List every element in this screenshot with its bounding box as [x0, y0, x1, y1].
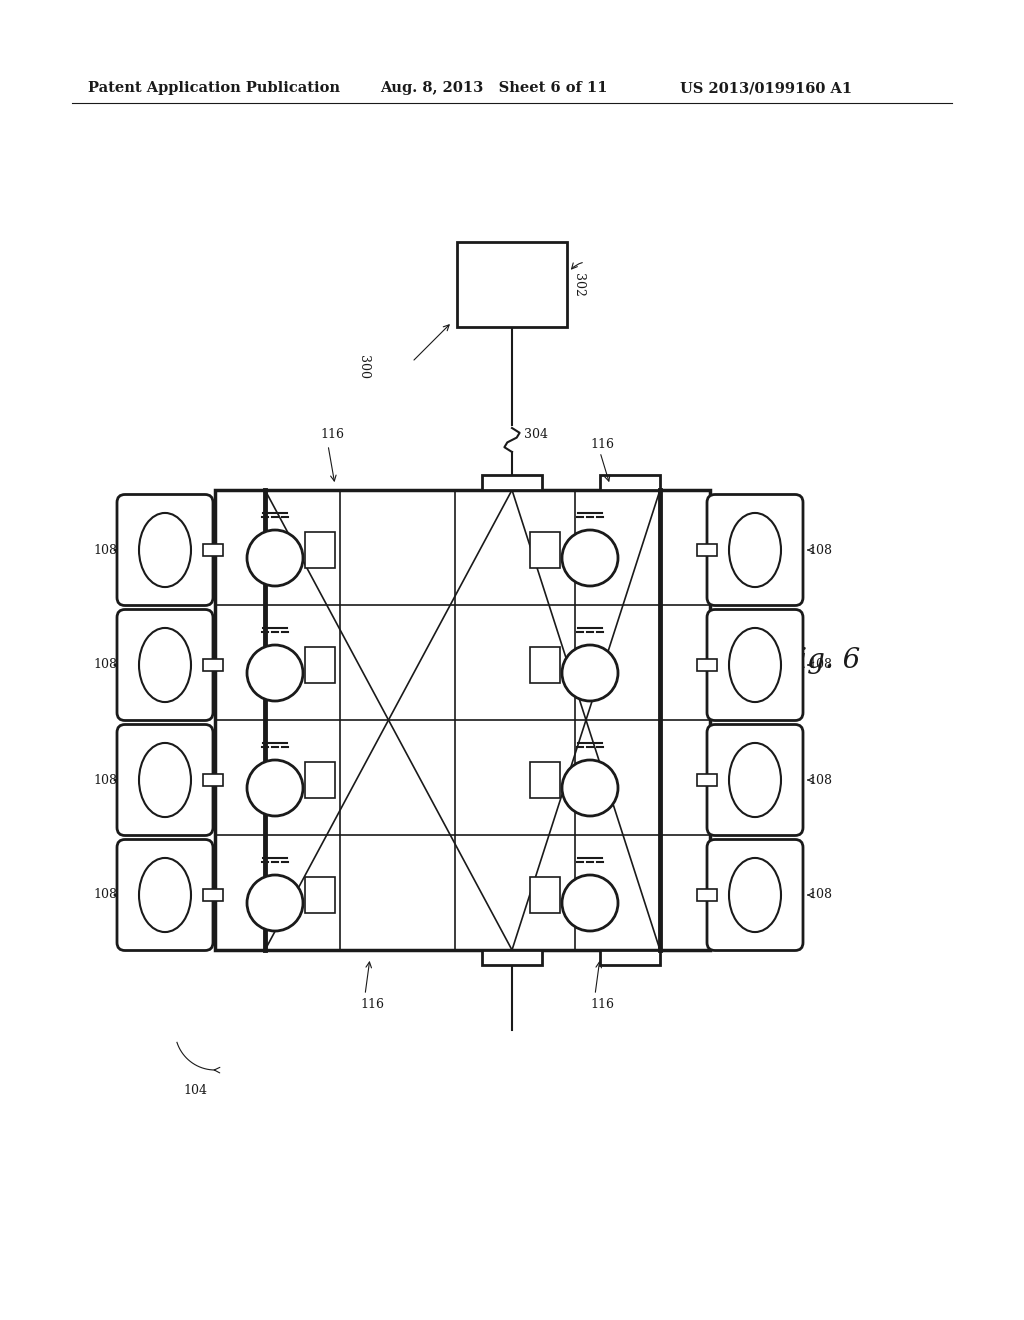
Bar: [305, 762, 335, 799]
FancyBboxPatch shape: [707, 840, 803, 950]
FancyBboxPatch shape: [707, 610, 803, 721]
Text: 300: 300: [357, 355, 370, 379]
Bar: [530, 762, 560, 799]
Bar: [530, 647, 560, 682]
Bar: [697, 659, 717, 671]
Bar: [482, 950, 542, 965]
Text: 108: 108: [93, 888, 117, 902]
Text: 116: 116: [753, 564, 777, 577]
Ellipse shape: [139, 513, 191, 587]
Bar: [697, 774, 717, 785]
Text: 108: 108: [808, 888, 831, 902]
Ellipse shape: [729, 628, 781, 702]
Ellipse shape: [139, 743, 191, 817]
Text: 116: 116: [753, 793, 777, 807]
Text: 116: 116: [753, 678, 777, 692]
Text: Fig. 6: Fig. 6: [779, 647, 860, 673]
Circle shape: [247, 875, 303, 931]
Text: 116: 116: [360, 998, 384, 1011]
FancyBboxPatch shape: [117, 610, 213, 721]
Bar: [215, 490, 710, 950]
Text: 302: 302: [572, 272, 585, 297]
Bar: [305, 876, 335, 913]
Circle shape: [562, 645, 618, 701]
Bar: [305, 532, 335, 568]
Bar: [530, 876, 560, 913]
Ellipse shape: [729, 743, 781, 817]
Circle shape: [247, 645, 303, 701]
Text: 108: 108: [808, 774, 831, 787]
Bar: [482, 475, 542, 490]
Circle shape: [562, 531, 618, 586]
FancyBboxPatch shape: [117, 495, 213, 606]
Circle shape: [562, 875, 618, 931]
Bar: [530, 532, 560, 568]
Text: 108: 108: [93, 774, 117, 787]
Text: 116: 116: [590, 438, 614, 451]
Bar: [203, 774, 223, 785]
Text: 108: 108: [808, 544, 831, 557]
FancyBboxPatch shape: [707, 495, 803, 606]
Bar: [697, 544, 717, 556]
Text: 116: 116: [138, 564, 162, 577]
Bar: [600, 950, 660, 965]
Text: 108: 108: [93, 544, 117, 557]
Text: 108: 108: [808, 659, 831, 672]
Text: 116: 116: [590, 998, 614, 1011]
Bar: [457, 242, 567, 327]
Bar: [203, 544, 223, 556]
Text: Patent Application Publication: Patent Application Publication: [88, 81, 340, 95]
Text: US 2013/0199160 A1: US 2013/0199160 A1: [680, 81, 852, 95]
Text: 304: 304: [524, 429, 548, 441]
Ellipse shape: [729, 858, 781, 932]
Bar: [203, 888, 223, 902]
FancyBboxPatch shape: [117, 840, 213, 950]
Text: 108: 108: [93, 659, 117, 672]
Text: Aug. 8, 2013   Sheet 6 of 11: Aug. 8, 2013 Sheet 6 of 11: [380, 81, 607, 95]
FancyBboxPatch shape: [707, 725, 803, 836]
Bar: [600, 475, 660, 490]
Circle shape: [247, 531, 303, 586]
Text: 116: 116: [319, 429, 344, 441]
Bar: [697, 888, 717, 902]
Circle shape: [562, 760, 618, 816]
Bar: [305, 647, 335, 682]
Text: 116: 116: [138, 678, 162, 692]
Text: 104: 104: [183, 1084, 207, 1097]
Ellipse shape: [139, 628, 191, 702]
FancyBboxPatch shape: [117, 725, 213, 836]
Circle shape: [247, 760, 303, 816]
Ellipse shape: [729, 513, 781, 587]
Ellipse shape: [139, 858, 191, 932]
Bar: [203, 659, 223, 671]
Text: 116: 116: [138, 793, 162, 807]
